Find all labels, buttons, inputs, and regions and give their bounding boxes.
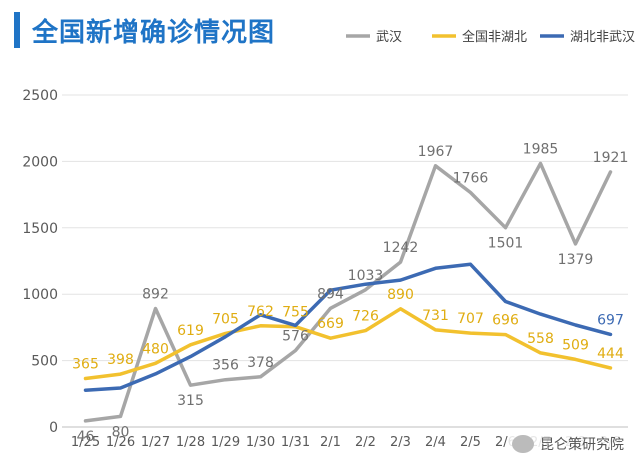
- x-tick-label: 2/3: [390, 435, 411, 450]
- data-label: 1501: [488, 236, 524, 252]
- data-label: 762: [247, 304, 274, 320]
- data-label: 444: [597, 346, 624, 362]
- x-tick-label: 2/5: [460, 435, 481, 450]
- x-tick-label: 1/25: [71, 435, 100, 450]
- data-label: 398: [107, 352, 134, 368]
- data-label: 697: [597, 312, 624, 328]
- legend-label: 湖北非武汉: [570, 30, 635, 45]
- watermark: 昆仑策研究院: [508, 432, 628, 456]
- data-label: 1033: [348, 268, 384, 284]
- data-label: 707: [457, 311, 484, 327]
- x-tick-label: 1/29: [211, 435, 240, 450]
- title-accent-bar: [14, 12, 20, 48]
- y-tick-label: 2500: [22, 88, 58, 104]
- data-label: 365: [72, 357, 99, 373]
- data-label: 1967: [418, 144, 454, 160]
- data-label: 1985: [523, 141, 559, 157]
- x-tick-label: 1/30: [246, 435, 275, 450]
- data-label: 356: [212, 358, 239, 374]
- data-label: 1379: [558, 252, 594, 268]
- chart-title: 全国新增确诊情况图: [32, 17, 276, 48]
- data-label: 731: [422, 308, 449, 324]
- data-label: 696: [492, 313, 519, 329]
- x-tick-label: 1/26: [106, 435, 135, 450]
- data-label: 1242: [383, 240, 419, 256]
- x-tick-label: 1/31: [281, 435, 310, 450]
- data-label: 558: [527, 331, 554, 347]
- x-tick-label: 2/1: [320, 435, 341, 450]
- data-label: 509: [562, 337, 589, 353]
- data-label: 705: [212, 311, 239, 327]
- series-line: [83, 262, 613, 392]
- chart-title-bar: 全国新增确诊情况图: [14, 8, 275, 52]
- x-tick-label: 2/4: [425, 435, 446, 450]
- data-label: 1766: [453, 170, 489, 186]
- data-label: 669: [317, 316, 344, 332]
- x-tick-label: 1/27: [141, 435, 170, 450]
- legend-label: 武汉: [376, 30, 402, 45]
- data-label: 80: [112, 424, 130, 440]
- data-label: 755: [282, 305, 309, 321]
- watermark-text: 昆仑策研究院: [540, 437, 624, 453]
- data-label: 894: [317, 286, 344, 302]
- y-tick-label: 1000: [22, 287, 58, 303]
- y-tick-label: 1500: [22, 221, 58, 237]
- data-label: 892: [142, 287, 169, 303]
- data-label: 726: [352, 309, 379, 325]
- series-line: [83, 161, 613, 423]
- x-tick-label: 1/28: [176, 435, 205, 450]
- data-label: 46: [77, 429, 95, 445]
- series-line: [83, 307, 613, 381]
- data-label: 890: [387, 287, 414, 303]
- data-label: 576: [282, 329, 309, 345]
- y-tick-label: 500: [31, 354, 58, 370]
- x-tick-label: 2/2: [355, 435, 376, 450]
- y-tick-label: 0: [49, 420, 58, 436]
- wechat-icon: [512, 435, 534, 453]
- data-label: 619: [177, 323, 204, 339]
- data-label: 315: [177, 393, 204, 409]
- data-label: 480: [142, 341, 169, 357]
- legend-label: 全国非湖北: [462, 29, 527, 45]
- data-label: 378: [247, 355, 274, 371]
- data-label: 1921: [593, 150, 629, 166]
- y-tick-label: 2000: [22, 154, 58, 170]
